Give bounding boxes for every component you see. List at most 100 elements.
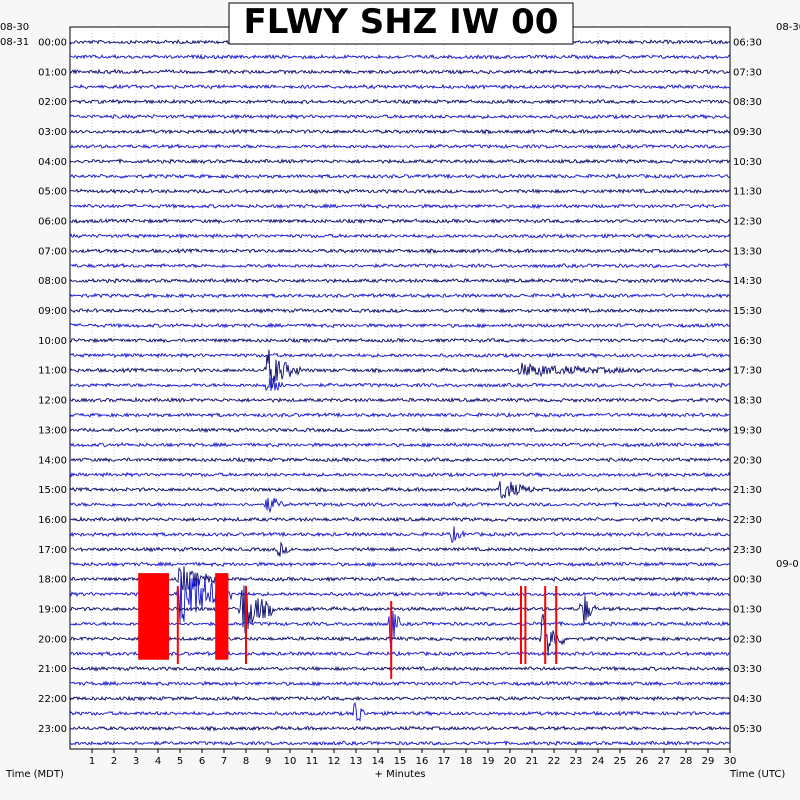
x-tick-label: 10 (284, 756, 297, 767)
right-hour-label: 22:30 (733, 515, 762, 526)
right-hour-label: 20:30 (733, 455, 762, 466)
left-hour-label: 06:00 (38, 217, 67, 228)
trace-row (69, 680, 731, 687)
right-hour-label: 09:30 (733, 127, 762, 138)
x-tick-label: 16 (416, 756, 429, 767)
right-hour-label: 17:30 (733, 366, 762, 377)
left-hour-label: 15:00 (38, 485, 67, 496)
trace-row (69, 172, 731, 180)
trace-row (69, 98, 731, 105)
clipped-signal-markers (138, 573, 558, 679)
clipped-block (215, 573, 229, 660)
x-tick-label: 25 (614, 756, 627, 767)
left-hour-label: 23:00 (38, 724, 67, 735)
trace-row (69, 157, 731, 165)
left-hour-label: 04:00 (38, 157, 67, 168)
right-hour-label: 01:30 (733, 604, 762, 615)
left-hour-label: 09:00 (38, 306, 67, 317)
x-tick-label: 22 (548, 756, 561, 767)
left-hour-label: 22:00 (38, 694, 67, 705)
trace-row (69, 68, 731, 75)
left-hour-label: 21:00 (38, 664, 67, 675)
trace-row (69, 83, 731, 90)
x-tick-label: 1 (89, 756, 95, 767)
trace-row (69, 376, 731, 392)
x-tick-label: 24 (592, 756, 605, 767)
right-hour-label: 10:30 (733, 157, 762, 168)
trace-row (69, 725, 731, 732)
x-tick-label: 7 (221, 756, 227, 767)
trace-row (69, 441, 731, 448)
trace-row (69, 665, 731, 672)
trace-row (69, 471, 731, 478)
trace-row (69, 143, 731, 150)
trace-row (69, 262, 731, 269)
trace-row (69, 232, 731, 240)
left-axis-label: Time (MDT) (5, 769, 64, 780)
right-hour-label: 19:30 (733, 425, 762, 436)
x-tick-label: 18 (460, 756, 473, 767)
right-hour-label: 23:30 (733, 545, 762, 556)
left-hour-label: 02:00 (38, 97, 67, 108)
trace-row (69, 277, 731, 284)
right-hour-label: 08:30 (733, 97, 762, 108)
x-tick-label: 20 (504, 756, 517, 767)
x-tick-label: 9 (265, 756, 271, 767)
trace-row (69, 516, 731, 523)
trace-row (69, 585, 731, 634)
trace-row (69, 322, 731, 329)
right-axis-label: Time (UTC) (729, 769, 785, 780)
left-hour-label: 12:00 (38, 396, 67, 407)
left-hour-label: 20:00 (38, 634, 67, 645)
left-hour-label: 10:00 (38, 336, 67, 347)
x-tick-label: 4 (155, 756, 161, 767)
trace-row (69, 526, 731, 543)
x-tick-label: 5 (177, 756, 183, 767)
x-tick-label: 17 (438, 756, 451, 767)
x-axis-ticks: 1 2 3 4 5 6 7 8 9 10 11 12 13 14 15 16 17 18 19 20 21 22 23 24 2… (89, 749, 737, 767)
trace-row (69, 217, 731, 225)
left-hour-label: 14:00 (38, 455, 67, 466)
right-date-label-next: 09-0 (776, 559, 799, 570)
right-hour-label: 03:30 (733, 664, 762, 675)
trace-row (69, 307, 731, 314)
x-tick-label: 12 (328, 756, 341, 767)
trace-row (69, 739, 731, 747)
right-hour-label: 15:30 (733, 306, 762, 317)
trace-row (69, 396, 731, 403)
right-hour-label: 06:30 (733, 38, 762, 49)
x-tick-label: 21 (526, 756, 539, 767)
trace-row (69, 695, 731, 702)
trace-row (69, 702, 731, 722)
x-tick-label: 15 (394, 756, 407, 767)
trace-row (69, 349, 731, 389)
left-hour-label: 07:00 (38, 246, 67, 257)
trace-row (70, 128, 731, 135)
right-hour-label: 02:30 (733, 634, 762, 645)
x-tick-label: 30 (724, 756, 737, 767)
trace-row (69, 613, 731, 655)
trace-row (69, 650, 731, 657)
trace-row (69, 247, 731, 255)
x-tick-label: 6 (199, 756, 205, 767)
x-tick-label: 13 (350, 756, 363, 767)
trace-row (69, 566, 731, 591)
left-hour-label: 05:00 (38, 187, 67, 198)
x-tick-label: 11 (306, 756, 319, 767)
trace-row (69, 53, 731, 60)
left-hour-label: 16:00 (38, 515, 67, 526)
trace-row (69, 456, 731, 463)
left-time-labels: 00:00 01:00 02:00 03:00 04:00 05:00 06:00 07:00… (38, 38, 67, 735)
right-hour-label: 04:30 (733, 694, 762, 705)
right-hour-label: 16:30 (733, 336, 762, 347)
right-date-label-prev: 08-30 (776, 22, 800, 33)
right-time-labels: 06:30 07:30 08:30 09:30 10:30 11:30 12:30 13:30… (733, 38, 762, 735)
chart-title: FLWY SHZ IW 00 (244, 2, 559, 42)
x-tick-label: 26 (636, 756, 649, 767)
left-hour-label: 17:00 (38, 545, 67, 556)
right-hour-label: 12:30 (733, 217, 762, 228)
title-box (228, 2, 574, 45)
trace-row (69, 481, 731, 499)
right-hour-label: 14:30 (733, 276, 762, 287)
